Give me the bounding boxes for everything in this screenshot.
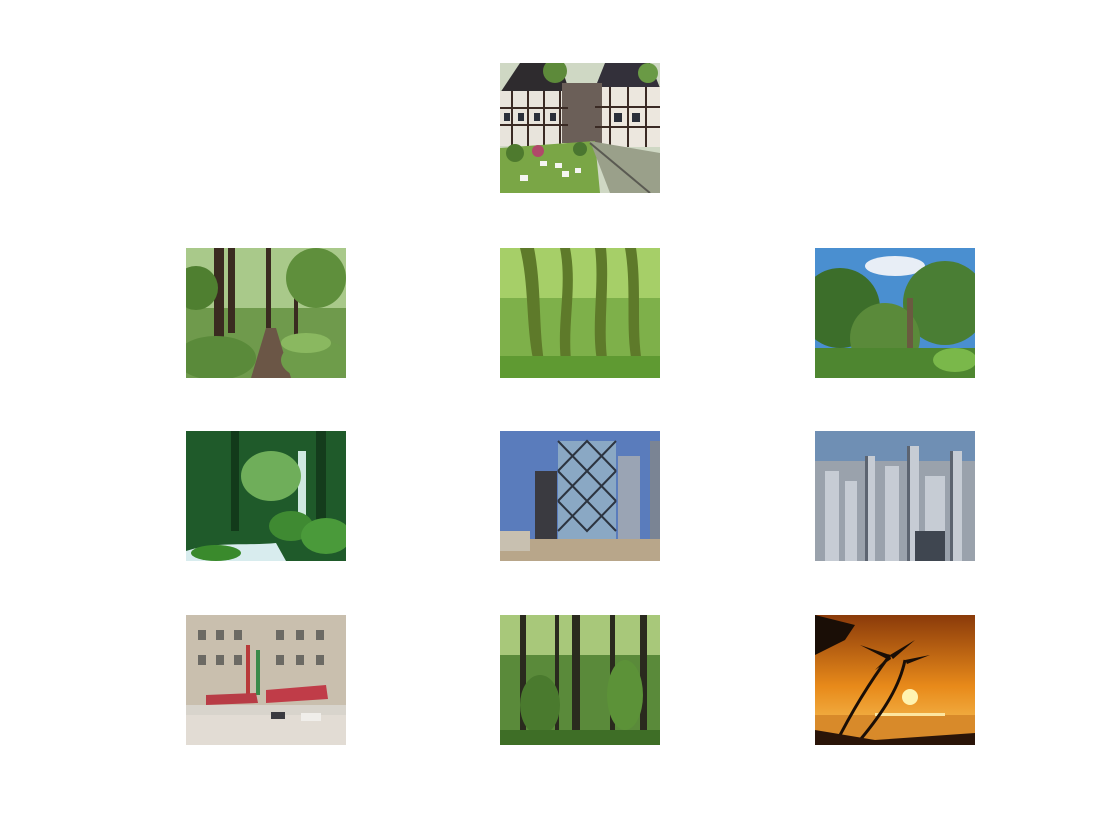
result-image-city-street [186, 615, 346, 745]
result-image-tropical-sunset [815, 615, 975, 745]
result-image-city-skyline [815, 431, 975, 561]
result-image-green-trees [815, 248, 975, 378]
query-image-village [500, 63, 660, 193]
result-image-mossy-rainforest [500, 248, 660, 378]
result-image-glass-skyscraper [500, 431, 660, 561]
result-image-tall-forest [500, 615, 660, 745]
result-image-forest-path [186, 248, 346, 378]
result-image-forest-waterfall [186, 431, 346, 561]
